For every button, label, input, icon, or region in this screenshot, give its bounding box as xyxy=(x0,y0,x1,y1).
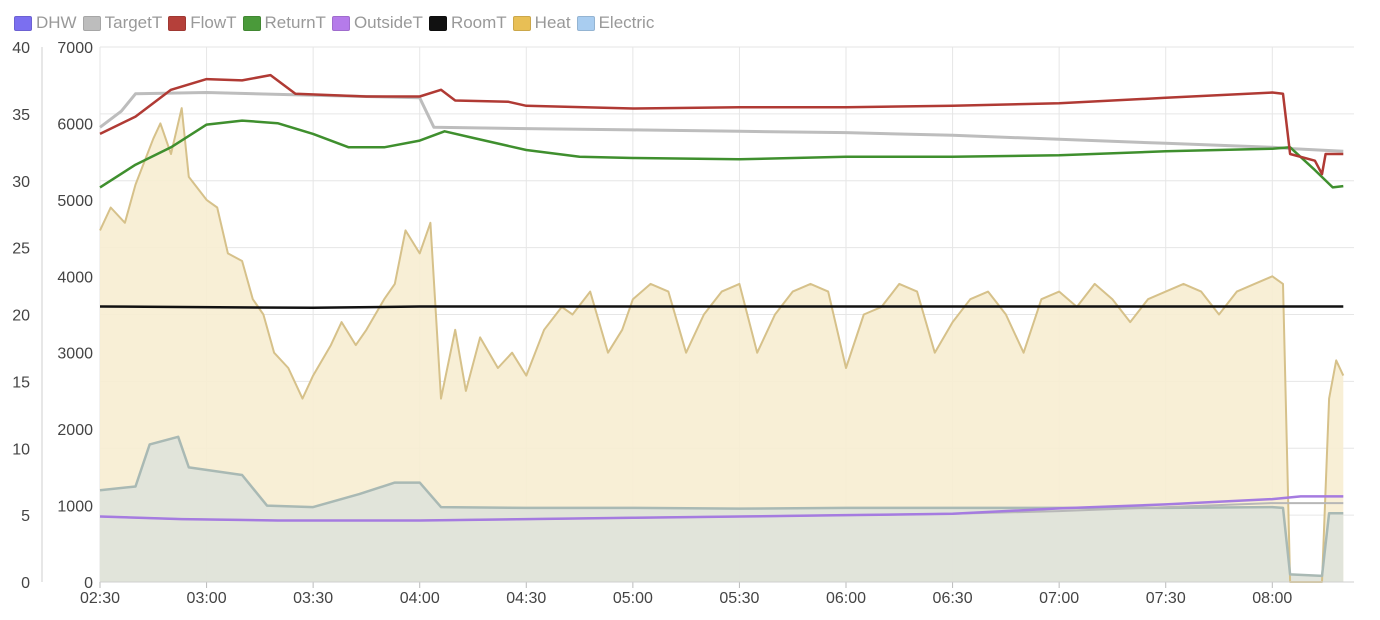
legend-swatch xyxy=(168,15,187,31)
electric-line xyxy=(99,435,1344,578)
x-tick-label: 04:00 xyxy=(400,590,440,607)
y-right-tick-label: 4000 xyxy=(57,269,93,286)
legend-label: RoomT xyxy=(450,13,507,32)
y-left-tick-label: 20 xyxy=(12,308,30,325)
legend-item[interactable]: DHW xyxy=(14,13,77,33)
y-right-tick-label: 5000 xyxy=(57,193,93,210)
legend-item[interactable]: ReturnT xyxy=(242,13,326,33)
legend-swatch xyxy=(576,15,595,31)
legend-item[interactable]: OutsideT xyxy=(331,13,423,33)
outsidet-line xyxy=(99,495,1344,522)
y-left-tick-label: 30 xyxy=(12,174,30,191)
x-tick-label: 04:30 xyxy=(506,590,546,607)
legend-swatch xyxy=(82,15,101,31)
x-tick-label: 06:30 xyxy=(933,590,973,607)
line-layer xyxy=(99,73,1345,583)
legend-swatch xyxy=(331,15,350,31)
y-left-tick-label: 0 xyxy=(21,575,30,592)
y-right-tick-label: 7000 xyxy=(57,40,93,57)
legend-item[interactable]: RoomT xyxy=(428,13,507,33)
legend-label: Electric xyxy=(598,13,655,32)
x-tick-label: 05:00 xyxy=(613,590,653,607)
returnt-line xyxy=(99,119,1344,189)
legend-label: Heat xyxy=(534,13,571,32)
x-tick-label: 05:30 xyxy=(719,590,759,607)
y-left-tick-label: 40 xyxy=(12,40,30,57)
y-left-tick-label: 35 xyxy=(12,107,30,124)
legend-swatch xyxy=(14,15,32,31)
heat-area xyxy=(100,108,1344,582)
legend-item[interactable]: Heat xyxy=(512,13,571,33)
x-tick-label: 03:30 xyxy=(293,590,333,607)
y-left-tick-label: 10 xyxy=(12,441,30,458)
x-tick-label: 03:00 xyxy=(187,590,227,607)
legend-label: OutsideT xyxy=(353,13,423,32)
chart-legend: DHW TargetT FlowT ReturnT OutsideT RoomT Heat E… xyxy=(14,12,660,34)
legend-label: DHW xyxy=(36,13,77,32)
legend-label: TargetT xyxy=(104,13,163,32)
legend-label: FlowT xyxy=(190,13,237,32)
flowt-line xyxy=(99,73,1344,176)
legend-item[interactable]: TargetT xyxy=(82,13,163,33)
legend-item[interactable]: FlowT xyxy=(168,13,237,33)
legend-item[interactable]: Electric xyxy=(576,13,655,33)
y-right-tick-label: 0 xyxy=(84,575,93,592)
y-right-tick-label: 2000 xyxy=(57,422,93,439)
roomt-line xyxy=(99,305,1344,310)
y-right-tick-label: 3000 xyxy=(57,346,93,363)
y-left-tick-label: 25 xyxy=(12,241,30,258)
x-tick-label: 07:30 xyxy=(1146,590,1186,607)
legend-swatch xyxy=(242,15,261,31)
area-layer xyxy=(100,108,1344,582)
legend-label: ReturnT xyxy=(264,13,326,32)
x-tick-label: 08:00 xyxy=(1252,590,1292,607)
y-left-tick-label: 15 xyxy=(12,374,30,391)
y-right-tick-label: 6000 xyxy=(57,116,93,133)
legend-swatch xyxy=(512,15,531,31)
targett-line xyxy=(99,91,1344,153)
y-left-tick-label: 5 xyxy=(21,508,30,525)
heat-line xyxy=(99,107,1345,583)
x-tick-label: 02:30 xyxy=(80,590,120,607)
legend-swatch xyxy=(428,15,447,31)
x-tick-label: 06:00 xyxy=(826,590,866,607)
axes: 0 5 10 15 20 25 30 35 40 0 1000 2000 3000 4000 5000 600… xyxy=(12,40,1354,607)
x-tick-label: 07:00 xyxy=(1039,590,1079,607)
y-right-tick-label: 1000 xyxy=(57,499,93,516)
